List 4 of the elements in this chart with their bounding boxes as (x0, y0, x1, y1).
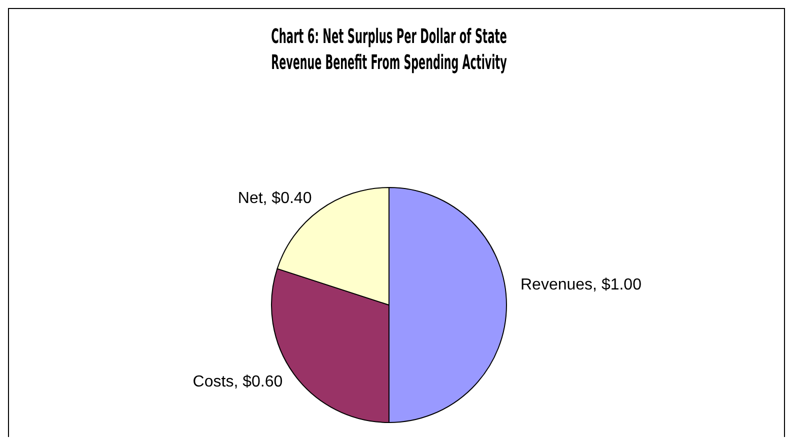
slice-label: Costs, $0.60 (192, 374, 283, 391)
slice-label: Revenues, $1.00 (520, 276, 642, 294)
slice-label: Net, $0.40 (238, 190, 312, 208)
chart-title: Chart 6: Net Surplus Per Dollar of State Revenue Benefit From Spending Activity (271, 24, 508, 74)
